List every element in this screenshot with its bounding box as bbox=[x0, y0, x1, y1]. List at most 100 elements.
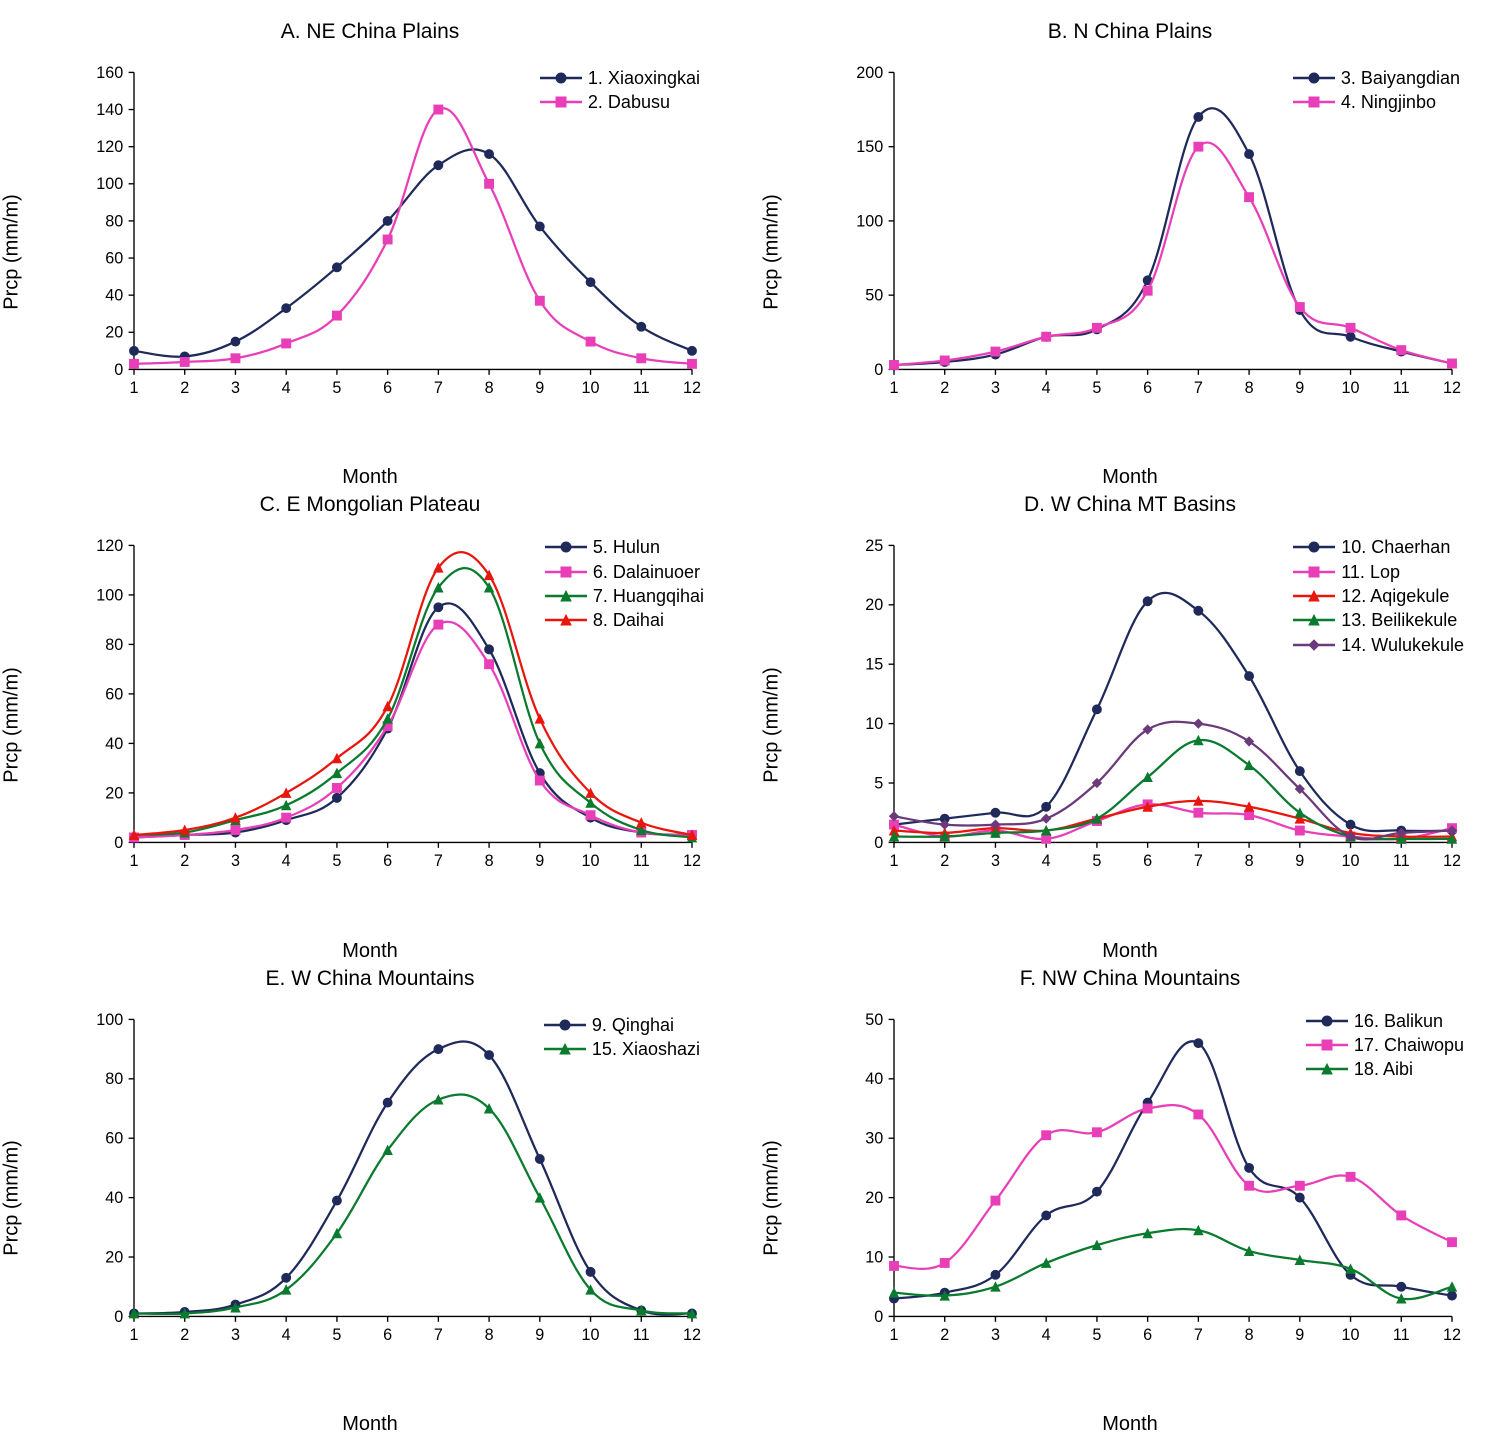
svg-text:4: 4 bbox=[282, 379, 291, 397]
svg-text:6: 6 bbox=[1143, 1325, 1152, 1343]
svg-text:12: 12 bbox=[1443, 852, 1461, 870]
svg-text:11: 11 bbox=[1393, 379, 1410, 397]
panel-B: B. N China Plains Prcp (mm/m) 0501001502… bbox=[780, 20, 1480, 453]
svg-text:20: 20 bbox=[105, 785, 123, 803]
legend-label: 14. Wulukekule bbox=[1341, 633, 1464, 657]
svg-text:1: 1 bbox=[129, 379, 138, 397]
legend-label: 10. Chaerhan bbox=[1341, 535, 1450, 559]
svg-text:160: 160 bbox=[96, 64, 123, 82]
svg-text:8: 8 bbox=[1245, 379, 1254, 397]
svg-text:4: 4 bbox=[1042, 379, 1051, 397]
svg-text:0: 0 bbox=[114, 361, 123, 379]
x-axis-label: Month bbox=[342, 466, 398, 489]
svg-text:12: 12 bbox=[1443, 1325, 1461, 1343]
svg-text:11: 11 bbox=[1393, 852, 1410, 870]
svg-text:20: 20 bbox=[105, 324, 123, 342]
svg-text:9: 9 bbox=[1295, 852, 1304, 870]
svg-text:100: 100 bbox=[96, 587, 123, 605]
svg-text:3: 3 bbox=[231, 1325, 240, 1343]
svg-text:7: 7 bbox=[434, 379, 443, 397]
legend-item: 12. Aqigekule bbox=[1293, 584, 1464, 608]
svg-text:2: 2 bbox=[940, 852, 949, 870]
legend-label: 9. Qinghai bbox=[592, 1013, 674, 1037]
legend-item: 17. Chaiwopu bbox=[1306, 1033, 1464, 1057]
svg-text:11: 11 bbox=[633, 852, 650, 870]
legend-label: 1. Xiaoxingkai bbox=[588, 66, 700, 90]
chart-area: Prcp (mm/m) 0204060801001201234567891011… bbox=[20, 523, 720, 926]
svg-text:7: 7 bbox=[434, 1325, 443, 1343]
y-axis-label: Prcp (mm/m) bbox=[761, 194, 784, 310]
x-axis-label: Month bbox=[1102, 940, 1158, 963]
svg-text:120: 120 bbox=[96, 537, 123, 555]
plot: 020406080100123456789101112 9. Qinghai 1… bbox=[80, 1007, 710, 1360]
legend: 10. Chaerhan 11. Lop 12. Aqigekule bbox=[1293, 535, 1464, 656]
svg-text:120: 120 bbox=[96, 138, 123, 156]
svg-text:3: 3 bbox=[991, 1325, 1000, 1343]
svg-text:0: 0 bbox=[114, 1307, 123, 1325]
svg-text:4: 4 bbox=[1042, 852, 1051, 870]
svg-text:4: 4 bbox=[282, 1325, 291, 1343]
svg-text:80: 80 bbox=[105, 636, 123, 654]
svg-text:200: 200 bbox=[856, 64, 883, 82]
chart-area: Prcp (mm/m) 01020304050123456789101112 1… bbox=[780, 997, 1480, 1400]
svg-text:11: 11 bbox=[1393, 1325, 1410, 1343]
legend-item: 1. Xiaoxingkai bbox=[540, 66, 700, 90]
legend-label: 12. Aqigekule bbox=[1341, 584, 1449, 608]
svg-text:10: 10 bbox=[582, 1325, 600, 1343]
chart-area: Prcp (mm/m) 050100150200123456789101112 … bbox=[780, 50, 1480, 453]
svg-text:9: 9 bbox=[1295, 379, 1304, 397]
legend-item: 7. Huangqihai bbox=[545, 584, 704, 608]
svg-text:2: 2 bbox=[180, 852, 189, 870]
panel-title: C. E Mongolian Plateau bbox=[20, 493, 720, 517]
legend-label: 5. Hulun bbox=[593, 535, 660, 559]
svg-text:4: 4 bbox=[1042, 1325, 1051, 1343]
y-axis-label: Prcp (mm/m) bbox=[761, 667, 784, 783]
svg-text:1: 1 bbox=[889, 379, 898, 397]
panel-title: F. NW China Mountains bbox=[780, 967, 1480, 991]
legend: 16. Balikun 17. Chaiwopu 18. Aibi bbox=[1306, 1009, 1464, 1082]
svg-text:12: 12 bbox=[683, 1325, 701, 1343]
svg-text:50: 50 bbox=[865, 287, 883, 305]
svg-text:10: 10 bbox=[1342, 379, 1360, 397]
svg-text:60: 60 bbox=[105, 1129, 123, 1147]
legend-item: 10. Chaerhan bbox=[1293, 535, 1464, 559]
svg-text:25: 25 bbox=[865, 537, 883, 555]
svg-text:0: 0 bbox=[874, 834, 883, 852]
svg-text:2: 2 bbox=[940, 1325, 949, 1343]
svg-text:10: 10 bbox=[1342, 852, 1360, 870]
chart-area: Prcp (mm/m) 0510152025123456789101112 10… bbox=[780, 523, 1480, 926]
x-axis-label: Month bbox=[1102, 466, 1158, 489]
svg-text:7: 7 bbox=[434, 852, 443, 870]
x-axis-label: Month bbox=[1102, 1413, 1158, 1436]
svg-text:20: 20 bbox=[865, 597, 883, 615]
svg-text:1: 1 bbox=[889, 852, 898, 870]
svg-text:5: 5 bbox=[1092, 379, 1101, 397]
svg-text:7: 7 bbox=[1194, 852, 1203, 870]
legend-label: 2. Dabusu bbox=[588, 90, 670, 114]
panel-D: D. W China MT Basins Prcp (mm/m) 0510152… bbox=[780, 493, 1480, 926]
legend-item: 3. Baiyangdian bbox=[1293, 66, 1460, 90]
svg-text:5: 5 bbox=[874, 775, 883, 793]
legend-label: 8. Daihai bbox=[593, 608, 664, 632]
svg-text:150: 150 bbox=[856, 138, 883, 156]
panel-title: B. N China Plains bbox=[780, 20, 1480, 44]
legend-label: 16. Balikun bbox=[1354, 1009, 1443, 1033]
svg-text:60: 60 bbox=[105, 249, 123, 267]
panel-title: A. NE China Plains bbox=[20, 20, 720, 44]
svg-text:5: 5 bbox=[332, 852, 341, 870]
chart-area: Prcp (mm/m) 020406080100123456789101112 … bbox=[20, 997, 720, 1400]
svg-text:6: 6 bbox=[1143, 852, 1152, 870]
chart-area: Prcp (mm/m) 0204060801001201401601234567… bbox=[20, 50, 720, 453]
svg-text:140: 140 bbox=[96, 101, 123, 119]
legend-item: 6. Dalainuoer bbox=[545, 560, 704, 584]
svg-text:10: 10 bbox=[865, 1248, 883, 1266]
x-axis-label: Month bbox=[342, 940, 398, 963]
panel-E: E. W China Mountains Prcp (mm/m) 0204060… bbox=[20, 967, 720, 1400]
svg-text:100: 100 bbox=[856, 212, 883, 230]
svg-text:8: 8 bbox=[485, 379, 494, 397]
svg-text:3: 3 bbox=[231, 852, 240, 870]
legend-label: 15. Xiaoshazi bbox=[592, 1037, 700, 1061]
x-axis-label: Month bbox=[342, 1413, 398, 1436]
legend-item: 15. Xiaoshazi bbox=[544, 1037, 700, 1061]
svg-text:100: 100 bbox=[96, 1010, 123, 1028]
